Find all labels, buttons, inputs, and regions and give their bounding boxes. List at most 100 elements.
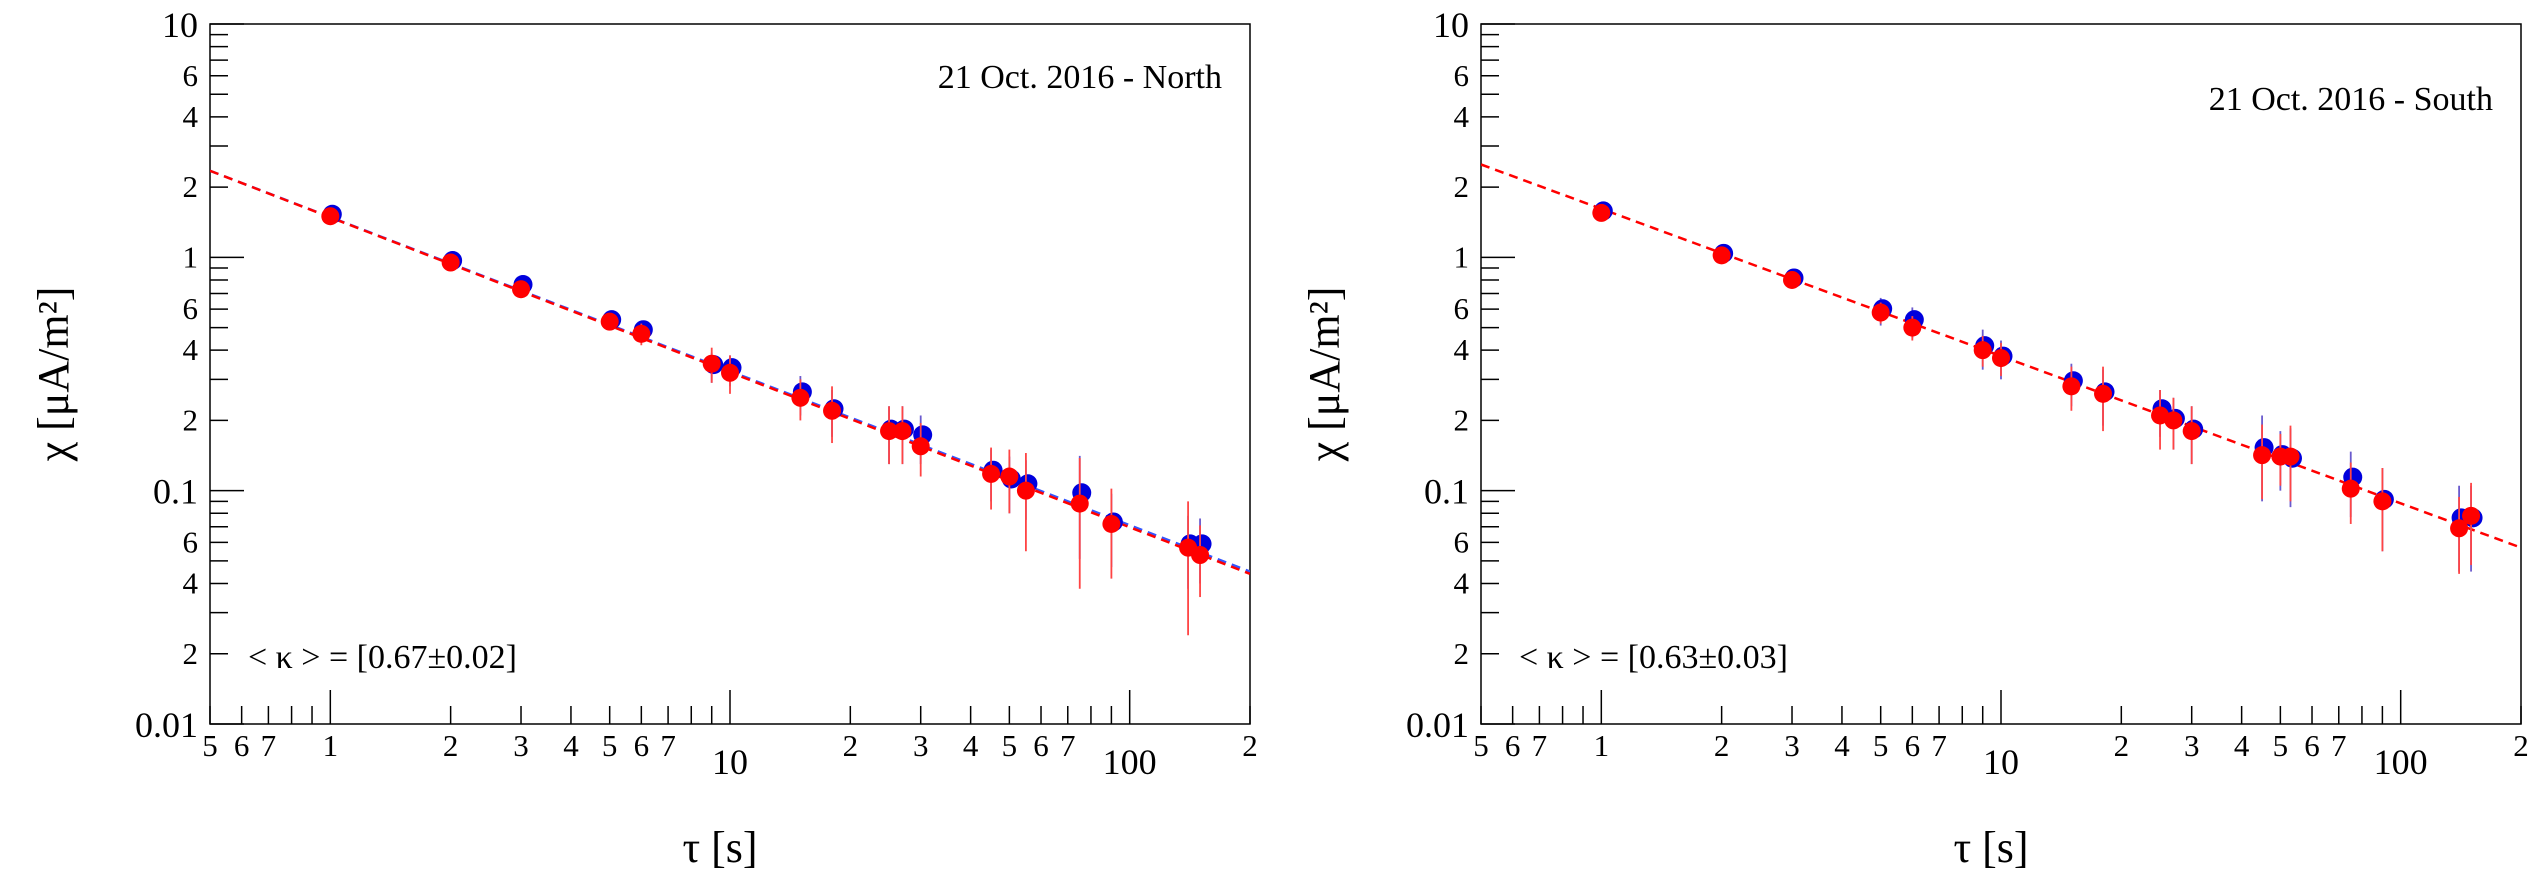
- y-tick-label: 10: [162, 5, 198, 45]
- y-tick-label: 4: [183, 332, 199, 367]
- y-tick-label: 2: [1454, 636, 1470, 671]
- data-point: [1016, 481, 1035, 500]
- y-tick-label: 4: [1454, 566, 1470, 601]
- data-point: [1191, 546, 1210, 565]
- data-point: [1102, 514, 1121, 533]
- x-axis-title: τ [s]: [682, 823, 757, 872]
- chart-title: 21 Oct. 2016 - North: [938, 59, 1222, 96]
- x-tick-label: 4: [963, 728, 979, 763]
- x-axis-title: τ [s]: [1953, 823, 2028, 872]
- y-tick-label: 1: [183, 239, 199, 274]
- data-point: [791, 388, 810, 407]
- x-tick-label: 4: [563, 728, 579, 763]
- y-tick-label: 6: [183, 291, 199, 326]
- x-tick-label: 6: [234, 728, 250, 763]
- data-point: [880, 422, 899, 441]
- x-tick-label: 6: [1033, 728, 1049, 763]
- x-tick-label: 7: [1931, 728, 1947, 763]
- data-point: [2062, 377, 2081, 396]
- x-tick-label: 1: [323, 728, 339, 763]
- x-tick-label: 3: [1784, 728, 1800, 763]
- data-point: [632, 324, 651, 343]
- x-tick-label: 7: [1060, 728, 1076, 763]
- data-point: [1871, 303, 1890, 322]
- y-axis-title: χ [μA/m²]: [1300, 287, 1349, 463]
- y-tick-label: 6: [1454, 291, 1470, 326]
- kappa-annotation: < κ > = [0.63±0.03]: [1519, 639, 1788, 676]
- x-tick-label: 2: [443, 728, 459, 763]
- data-point: [702, 354, 721, 373]
- x-tick-label: 7: [2331, 728, 2347, 763]
- x-tick-label: 10: [1983, 742, 2019, 782]
- chart-south: 5 6 7 1 2 3 4 5 6 7 10 2 3 4 5 6 7 100 20.012460.124612461…: [1300, 5, 2529, 872]
- y-tick-label: 2: [183, 402, 199, 437]
- x-tick-label: 100: [2374, 742, 2428, 782]
- x-tick-label: 4: [2234, 728, 2250, 763]
- x-tick-label: 7: [1532, 728, 1548, 763]
- data-point: [1992, 349, 2010, 368]
- data-point: [512, 280, 531, 299]
- x-tick-label: 2: [843, 728, 859, 763]
- x-tick-label: 6: [634, 728, 650, 763]
- data-point: [2253, 446, 2272, 465]
- y-tick-label: 1: [1454, 239, 1470, 274]
- data-point: [2094, 384, 2113, 403]
- data-point: [1783, 270, 1802, 289]
- data-point: [1903, 318, 1922, 337]
- chart-title: 21 Oct. 2016 - South: [2209, 81, 2493, 118]
- y-tick-label: 6: [1454, 58, 1470, 93]
- data-point: [1592, 203, 1611, 222]
- data-point: [911, 437, 930, 456]
- data-point: [2164, 411, 2183, 430]
- x-tick-label: 2: [2114, 728, 2130, 763]
- x-tick-label: 5: [202, 728, 218, 763]
- y-tick-label: 0.1: [1424, 472, 1469, 512]
- x-tick-label: 6: [1505, 728, 1521, 763]
- x-tick-label: 100: [1103, 742, 1157, 782]
- series-red: [1592, 203, 2481, 574]
- y-tick-label: 2: [1454, 169, 1470, 204]
- data-point: [2462, 506, 2481, 525]
- data-point: [321, 207, 340, 226]
- x-tick-label: 1: [1594, 728, 1610, 763]
- y-tick-label: 4: [183, 566, 199, 601]
- data-point: [2450, 519, 2469, 538]
- y-tick-label: 4: [1454, 99, 1470, 134]
- data-point: [441, 253, 460, 272]
- x-tick-label: 5: [2273, 728, 2289, 763]
- y-axis-title: χ [μA/m²]: [29, 287, 78, 463]
- y-tick-label: 10: [1433, 5, 1469, 45]
- data-point: [2341, 479, 2360, 498]
- y-tick-label: 2: [183, 636, 199, 671]
- x-tick-label: 4: [1834, 728, 1850, 763]
- y-tick-label: 6: [1454, 524, 1470, 559]
- data-point: [1973, 341, 1992, 360]
- y-tick-label: 2: [1454, 402, 1470, 437]
- data-point: [982, 464, 1001, 483]
- y-tick-label: 2: [183, 169, 199, 204]
- data-point: [1000, 467, 1019, 486]
- x-tick-label: 2: [1242, 728, 1258, 763]
- x-tick-label: 6: [2304, 728, 2320, 763]
- x-tick-label: 3: [513, 728, 529, 763]
- data-point: [600, 312, 619, 331]
- y-tick-label: 4: [1454, 332, 1470, 367]
- y-tick-label: 6: [183, 58, 199, 93]
- plot-area: [210, 169, 1250, 636]
- data-point: [721, 363, 739, 382]
- data-point: [1712, 246, 1731, 265]
- x-tick-label: 2: [1714, 728, 1730, 763]
- x-tick-label: 5: [1002, 728, 1018, 763]
- series-red: [321, 207, 1210, 636]
- x-tick-label: 7: [261, 728, 277, 763]
- x-tick-label: 2: [2513, 728, 2529, 763]
- y-tick-label: 0.1: [153, 472, 198, 512]
- y-tick-label: 4: [183, 99, 199, 134]
- chart-north: 5 6 7 1 2 3 4 5 6 7 10 2 3 4 5 6 7 100 20.012460.124612461…: [29, 5, 1258, 872]
- x-tick-label: 5: [1873, 728, 1889, 763]
- x-tick-label: 10: [712, 742, 748, 782]
- data-point: [823, 401, 842, 420]
- y-tick-label: 0.01: [1406, 705, 1469, 745]
- x-tick-label: 7: [660, 728, 676, 763]
